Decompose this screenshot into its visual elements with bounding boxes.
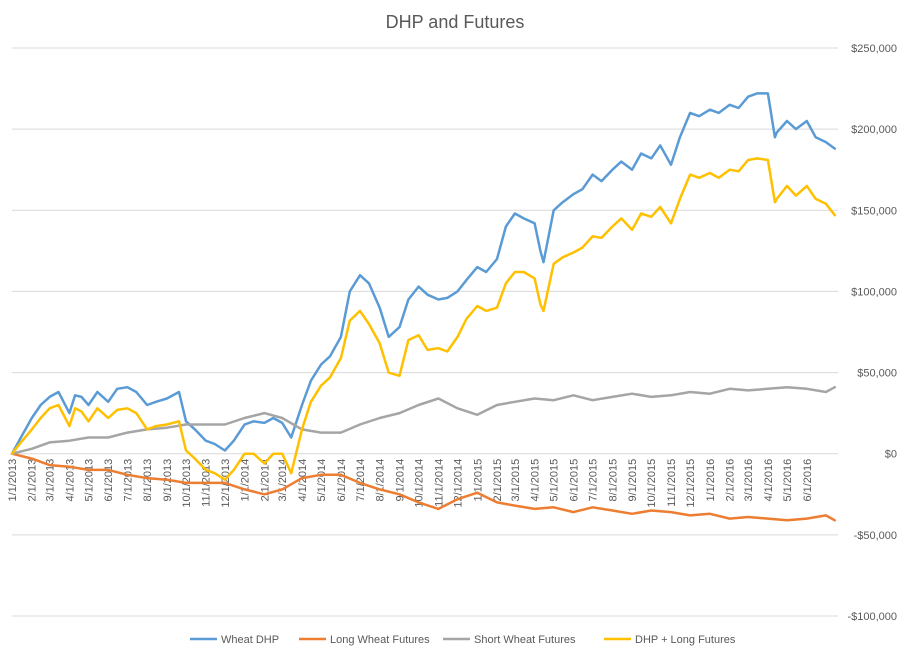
x-tick-label: 11/1/2014 [433,459,445,507]
x-tick-label: 12/1/2014 [453,459,465,508]
legend: Wheat DHP Long Wheat Futures Short Wheat F… [190,634,736,646]
x-tick-label: 1/1/2016 [705,459,717,502]
x-tick-label: 9/1/2015 [627,459,639,502]
x-tick-label: 5/1/2014 [316,459,328,502]
x-tick-label: 10/1/2015 [646,459,658,508]
gridlines [12,47,838,617]
x-tick-label: 8/1/2014 [375,459,387,502]
chart-title: DHP and Futures [386,12,525,32]
x-axis-tick-labels: 1/1/2013 2/1/2013 3/1/2013 4/1/2013 5/1/2013… [7,459,814,508]
x-tick-label: 3/1/2013 [45,459,57,502]
x-tick-label: 4/1/2016 [763,459,775,502]
x-tick-label: 5/1/2013 [83,459,95,502]
x-tick-label: 2/1/2015 [492,459,504,502]
x-tick-label: 6/1/2014 [336,459,348,502]
x-tick-label: 1/1/2014 [240,459,252,502]
x-tick-label: 1/1/2015 [472,459,484,502]
x-tick-label: 2/1/2014 [259,459,271,502]
x-tick-label: 7/1/2014 [355,459,367,502]
x-tick-label: 2/1/2013 [27,459,39,502]
y-tick-label: $150,000 [851,205,897,217]
x-tick-label: 8/1/2013 [142,459,154,502]
legend-label: DHP + Long Futures [635,634,736,646]
x-tick-label: 6/1/2015 [569,459,581,502]
x-tick-label: 8/1/2015 [607,459,619,502]
legend-label: Wheat DHP [221,634,279,646]
x-tick-label: 4/1/2014 [297,459,309,502]
x-tick-label: 9/1/2014 [395,459,407,502]
x-tick-label: 6/1/2013 [103,459,115,502]
x-tick-label: 12/1/2015 [685,459,697,508]
legend-label: Short Wheat Futures [474,634,576,646]
x-tick-label: 2/1/2016 [725,459,737,502]
x-tick-label: 7/1/2015 [588,459,600,502]
x-tick-label: 4/1/2015 [530,459,542,502]
x-tick-label: 3/1/2016 [743,459,755,502]
series-line-wheat-dhp [10,92,837,455]
y-tick-label: $50,000 [857,368,897,380]
y-tick-label: $250,000 [851,43,897,55]
y-tick-label: -$100,000 [847,611,897,623]
series-line-long-wheat-futures [10,452,837,522]
legend-label: Long Wheat Futures [330,634,430,646]
y-tick-label: $200,000 [851,124,897,136]
x-tick-label: 5/1/2015 [549,459,561,502]
y-axis-tick-labels: $250,000 $200,000 $150,000 $100,000 $50,000 $… [847,43,897,623]
series-line-dhp-long-futures [10,157,837,481]
x-tick-label: 10/1/2014 [414,459,426,508]
x-tick-label: 4/1/2013 [64,459,76,502]
y-tick-label: $0 [885,449,897,461]
x-tick-label: 11/1/2015 [666,459,678,507]
x-tick-label: 7/1/2013 [122,459,134,502]
y-tick-label: $100,000 [851,286,897,298]
series-line-short-wheat-futures [10,385,837,455]
x-tick-label: 5/1/2016 [782,459,794,502]
y-tick-label: -$50,000 [854,530,897,542]
x-tick-label: 1/1/2013 [7,459,19,502]
series-lines [10,92,837,522]
x-tick-label: 3/1/2015 [510,459,522,502]
x-tick-label: 6/1/2016 [802,459,814,502]
